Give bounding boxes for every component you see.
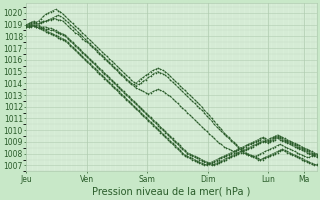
X-axis label: Pression niveau de la mer( hPa ): Pression niveau de la mer( hPa ) <box>92 187 251 197</box>
